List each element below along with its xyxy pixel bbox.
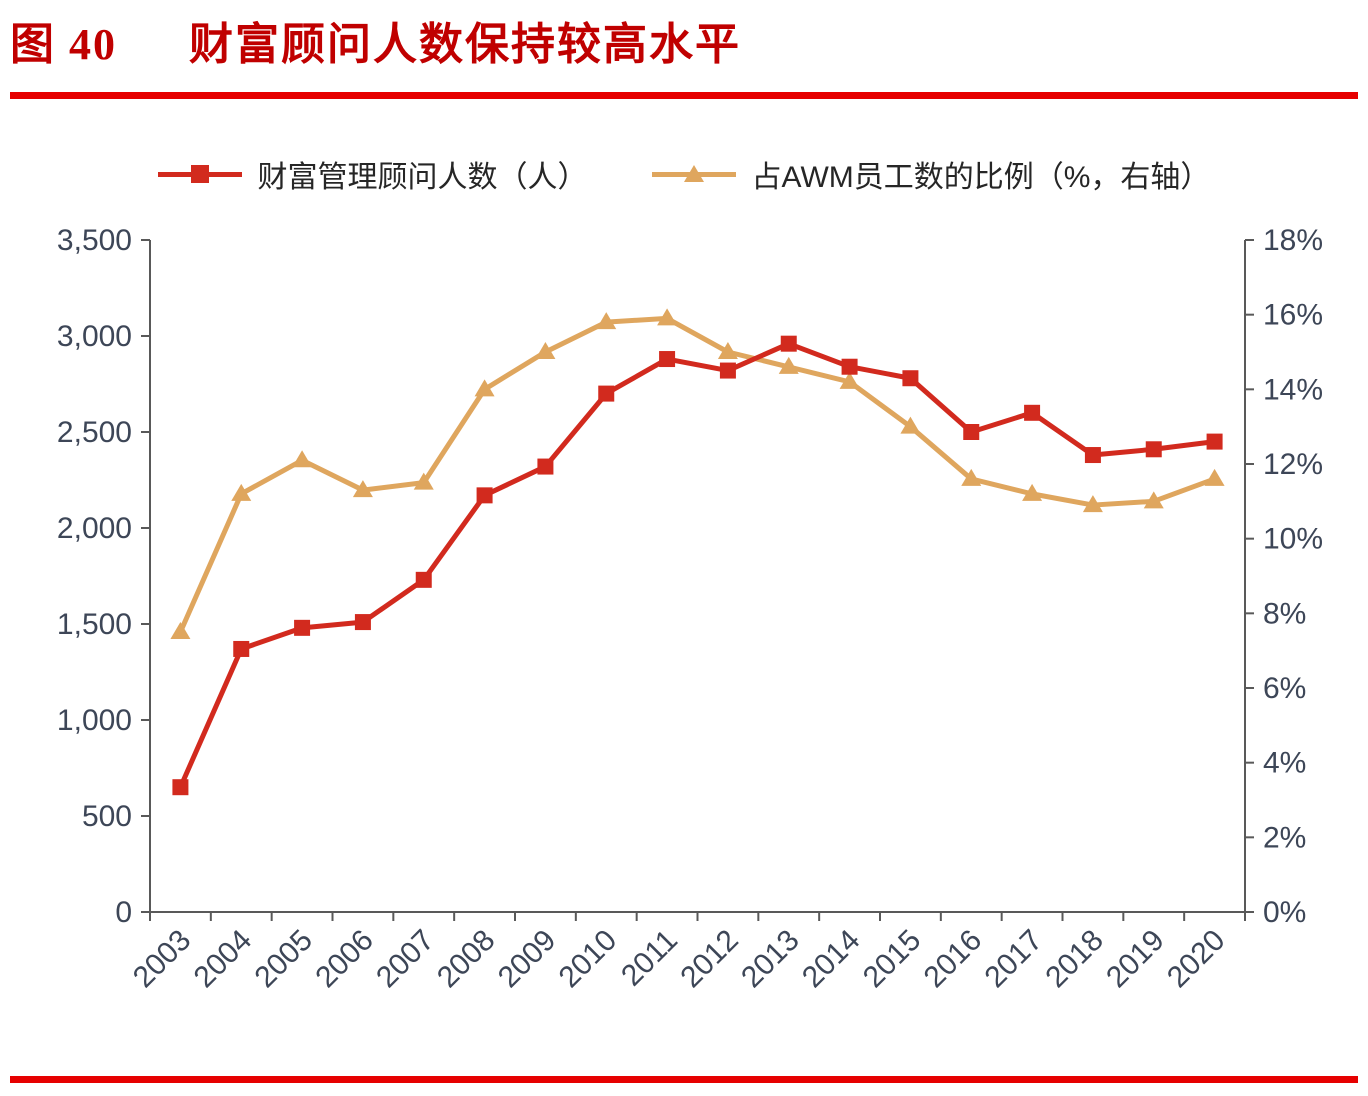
triangle-marker-icon <box>961 468 982 486</box>
left-axis-tick-label: 2,000 <box>57 512 132 545</box>
figure-number: 图 40 <box>10 20 117 69</box>
x-axis-tick-label: 2014 <box>796 924 867 995</box>
triangle-marker-icon <box>1022 483 1043 501</box>
triangle-marker-icon <box>900 416 921 434</box>
right-axis-tick-label: 10% <box>1263 523 1323 556</box>
x-axis-tick-label: 2016 <box>918 924 989 995</box>
top-red-rule <box>10 92 1358 99</box>
legend-orange-triangle-icon <box>651 163 736 185</box>
triangle-marker-icon <box>1143 491 1164 509</box>
square-marker-icon <box>1206 433 1223 450</box>
triangle-marker-icon <box>839 371 860 389</box>
triangle-marker-icon <box>352 480 373 498</box>
right-axis-tick-label: 18% <box>1263 224 1323 257</box>
triangle-marker-icon <box>1204 468 1225 486</box>
square-marker-icon <box>294 619 311 636</box>
chart-legend: 财富管理顾问人数（人） 占AWM员工数的比例（%，右轴） <box>0 152 1368 196</box>
triangle-marker-icon <box>231 483 252 501</box>
triangle-marker-icon <box>292 450 313 468</box>
square-marker-icon <box>415 571 432 588</box>
square-marker-icon <box>659 351 676 368</box>
square-marker-icon <box>719 362 736 379</box>
legend-item-ratio: 占AWM员工数的比例（%，右轴） <box>651 152 1211 196</box>
square-marker-icon <box>841 358 858 375</box>
x-axis-tick-label: 2005 <box>248 924 319 995</box>
right-axis-tick-label: 8% <box>1263 597 1306 630</box>
square-marker-icon <box>1084 447 1101 464</box>
x-axis-tick-label: 2008 <box>431 924 502 995</box>
x-axis-tick-label: 2004 <box>188 924 259 995</box>
chart-svg: 0 500 1,000 1,500 2,000 2,500 3,000 3,500 0% 2% 4%… <box>57 224 1323 995</box>
bottom-red-rule <box>10 1076 1358 1083</box>
x-axis-tick-label: 2019 <box>1100 924 1171 995</box>
legend-item-advisors: 财富管理顾问人数（人） <box>157 152 588 196</box>
x-axis-tick-label: 2006 <box>309 924 380 995</box>
left-axis-tick-label: 3,000 <box>57 320 132 353</box>
x-axis-tick-label: 2003 <box>127 924 198 995</box>
legend-label-advisors: 财富管理顾问人数（人） <box>257 161 588 194</box>
triangle-marker-icon <box>474 379 495 397</box>
left-axis-tick-label: 0 <box>115 896 132 929</box>
figure-header: 图 40 财富顾问人数保持较高水平 <box>10 8 741 72</box>
legend-label-ratio: 占AWM员工数的比例（%，右轴） <box>751 161 1211 194</box>
x-axis-tick-label: 2015 <box>857 924 928 995</box>
triangle-marker-icon <box>413 472 434 490</box>
square-marker-icon <box>537 458 554 475</box>
left-axis-tick-label: 1,000 <box>57 704 132 737</box>
series-markers-0 <box>172 335 1223 796</box>
legend-red-square-icon <box>157 163 242 185</box>
left-axis-tick-label: 3,500 <box>57 224 132 257</box>
right-axis-tick-label: 14% <box>1263 373 1323 406</box>
x-axis-tick-label: 2018 <box>1039 924 1110 995</box>
square-marker-icon <box>598 385 615 402</box>
square-marker-icon <box>476 487 493 504</box>
square-marker-icon <box>902 370 919 387</box>
triangle-marker-icon <box>535 342 556 359</box>
right-axis-tick-label: 12% <box>1263 448 1323 481</box>
square-marker-icon <box>1145 441 1162 458</box>
left-axis-tick-label: 1,500 <box>57 608 132 641</box>
right-axis-tick-label: 4% <box>1263 747 1306 780</box>
triangle-marker-icon <box>657 308 678 326</box>
line-chart: 0 500 1,000 1,500 2,000 2,500 3,000 3,500 0% 2% 4%… <box>0 200 1368 1060</box>
square-marker-icon <box>1024 404 1041 421</box>
x-axis-tick-label: 2010 <box>553 924 624 995</box>
triangle-marker-icon <box>1082 495 1103 513</box>
series-markers-1 <box>170 308 1225 639</box>
series-line-0 <box>177 341 1218 790</box>
right-axis-tick-label: 0% <box>1263 896 1306 929</box>
x-axis-tick-label: 2012 <box>674 924 745 995</box>
x-axis-tick-label: 2011 <box>615 924 684 993</box>
left-axis-tick-label: 2,500 <box>57 416 132 449</box>
right-axis-tick-label: 2% <box>1263 821 1306 854</box>
right-axis-tick-label: 6% <box>1263 672 1306 705</box>
square-marker-icon <box>354 614 371 631</box>
triangle-marker-icon <box>778 356 799 374</box>
figure-title: 财富顾问人数保持较高水平 <box>189 20 741 69</box>
x-axis-tick-label: 2017 <box>978 924 1049 995</box>
series-line-1 <box>177 315 1218 635</box>
triangle-marker-icon <box>596 312 617 330</box>
left-axis-tick-label: 500 <box>82 800 132 833</box>
right-axis-tick-label: 16% <box>1263 299 1323 332</box>
square-marker-icon <box>172 779 189 796</box>
triangle-marker-icon <box>170 622 191 639</box>
x-axis-tick-label: 2020 <box>1161 924 1232 995</box>
x-axis-tick-label: 2007 <box>370 924 441 995</box>
square-marker-icon <box>963 424 980 440</box>
x-axis-tick-label: 2009 <box>492 924 563 995</box>
triangle-marker-icon <box>717 342 738 359</box>
x-axis-tick-label: 2013 <box>735 924 806 995</box>
square-marker-icon <box>233 640 250 657</box>
square-marker-icon <box>780 335 797 352</box>
